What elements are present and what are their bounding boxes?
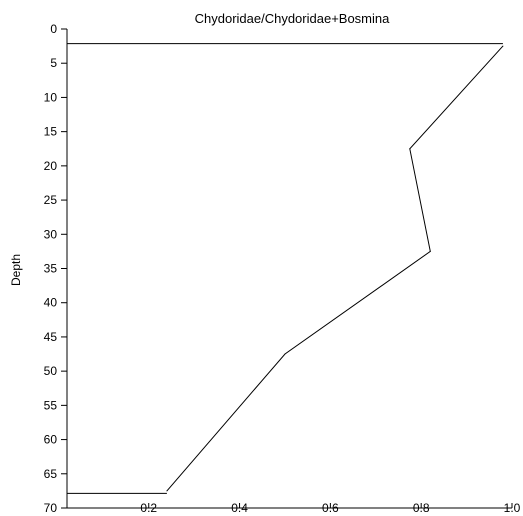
y-tick-label: 0 [50,22,57,36]
y-axis-label: Depth [9,254,23,286]
y-axis-ticks: 0 5 10 15 20 25 30 35 40 45 50 55 60 65 70 [44,22,67,515]
y-tick-label: 55 [44,398,58,412]
y-tick-label: 25 [44,193,58,207]
x-tick-label: 0.6 [322,501,339,515]
x-tick-label: 0.2 [140,501,157,515]
y-tick-label: 20 [44,159,58,173]
series-line [166,45,504,492]
chart-title: Chydoridae/Chydoridae+Bosmina [195,11,391,26]
x-tick-label: 0.4 [231,501,248,515]
data-point [166,490,168,492]
series-group [67,43,504,494]
data-point [502,45,504,47]
data-point [284,353,286,355]
y-tick-label: 5 [50,56,57,70]
y-tick-label: 60 [44,433,58,447]
y-tick-label: 65 [44,467,58,481]
y-tick-label: 15 [44,125,58,139]
x-axis-ticks: 0.2 0.4 0.6 0.8 1.0 [140,501,520,515]
axes [66,29,512,509]
y-tick-label: 35 [44,262,58,276]
data-point [409,148,411,150]
y-tick-label: 45 [44,330,58,344]
x-tick-label: 1.0 [504,501,521,515]
y-tick-label: 40 [44,296,58,310]
data-point [429,250,431,252]
y-tick-label: 70 [44,501,58,515]
x-tick-label: 0.8 [413,501,430,515]
y-tick-label: 50 [44,364,58,378]
y-tick-label: 30 [44,227,58,241]
y-tick-label: 10 [44,90,58,104]
